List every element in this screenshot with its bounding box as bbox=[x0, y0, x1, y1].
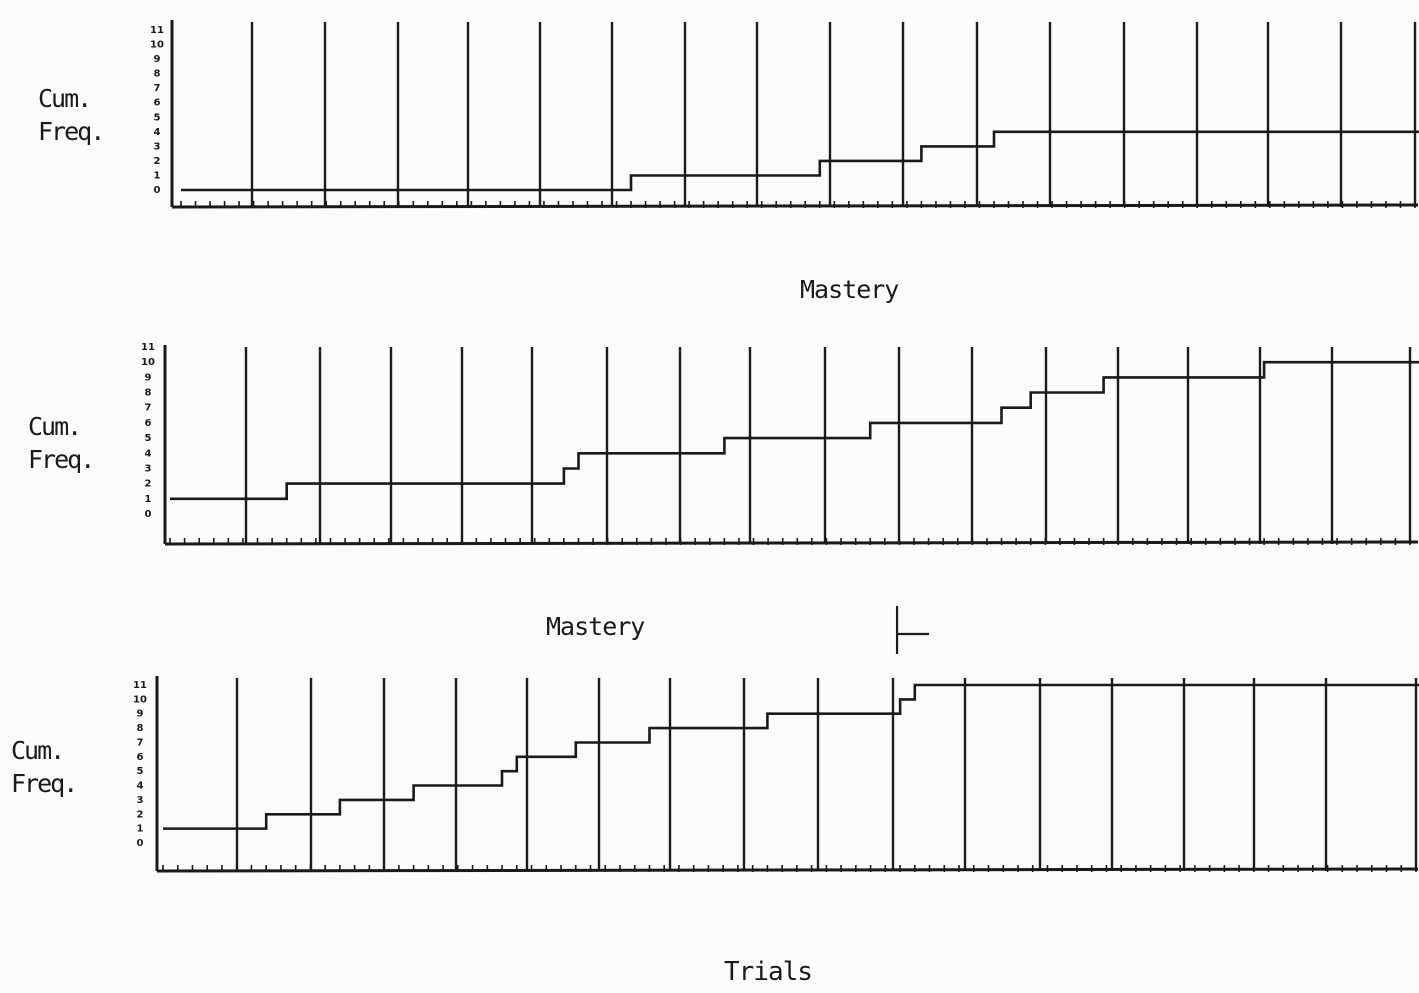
y-tick-label: 5 bbox=[145, 433, 152, 444]
y-label-line-1: Cum. bbox=[38, 84, 92, 113]
x-axis-line bbox=[164, 540, 1419, 546]
y-tick-label: 2 bbox=[145, 479, 152, 490]
y-tick-label: 9 bbox=[154, 54, 161, 65]
y-tick-label: 9 bbox=[145, 372, 152, 383]
y-label-line-1: Cum. bbox=[11, 736, 65, 765]
y-tick-label: 10 bbox=[150, 40, 164, 51]
y-tick-label: 0 bbox=[145, 509, 152, 520]
y-tick-label: 3 bbox=[145, 463, 152, 474]
y-tick-label: 8 bbox=[154, 69, 161, 80]
y-label-line-2: Freq. bbox=[11, 769, 78, 798]
mastery-label-panel-3: Mastery bbox=[546, 612, 645, 641]
x-axis-label: Trials bbox=[724, 957, 813, 987]
y-tick-label: 3 bbox=[137, 795, 144, 806]
y-label-line-2: Freq. bbox=[38, 117, 105, 146]
y-tick-label: 4 bbox=[137, 781, 144, 792]
y-label-line-2: Freq. bbox=[28, 445, 95, 474]
y-tick-label: 1 bbox=[137, 824, 144, 835]
panel-2-y-axis-label: Cum. Freq. bbox=[28, 410, 95, 476]
x-axis-line bbox=[156, 867, 1419, 873]
y-tick-label: 8 bbox=[137, 723, 144, 734]
y-tick-label: 2 bbox=[154, 156, 161, 167]
chart-panel-2: 0 1 2 3 4 5 6 7 8 9 10 11 bbox=[141, 342, 1419, 546]
y-tick-label: 3 bbox=[154, 141, 161, 152]
y-tick-label: 6 bbox=[137, 752, 144, 763]
y-tick-label: 10 bbox=[141, 357, 155, 368]
chart-panel-1: 0 1 2 3 4 5 6 7 8 9 10 11 bbox=[150, 20, 1419, 209]
y-tick-label: 4 bbox=[145, 448, 152, 459]
y-tick-label: 5 bbox=[137, 766, 144, 777]
y-tick-label: 5 bbox=[154, 112, 161, 123]
x-axis-line bbox=[171, 203, 1419, 209]
y-tick-label: 8 bbox=[145, 388, 152, 399]
mastery-label-panel-2: Mastery bbox=[800, 275, 899, 304]
y-tick-label: 7 bbox=[154, 83, 161, 94]
cumulative-frequency-line bbox=[170, 360, 1419, 501]
y-tick-label: 2 bbox=[137, 809, 144, 820]
cumulative-frequency-line bbox=[181, 130, 1419, 192]
y-tick-label: 6 bbox=[145, 418, 152, 429]
y-tick-label: 10 bbox=[133, 694, 147, 705]
y-tick-label: 11 bbox=[141, 342, 155, 353]
y-tick-label: 11 bbox=[150, 25, 164, 36]
y-tick-label: 0 bbox=[154, 185, 161, 196]
y-tick-label: 11 bbox=[133, 680, 147, 691]
chart-panel-3: 0 1 2 3 4 5 6 7 8 9 10 11 bbox=[133, 606, 1419, 873]
cumulative-frequency-line bbox=[163, 683, 1419, 830]
y-tick-label: 6 bbox=[154, 98, 161, 109]
y-tick-label: 1 bbox=[154, 170, 161, 181]
panel-3-y-axis-label: Cum. Freq. bbox=[11, 734, 78, 800]
y-tick-label: 7 bbox=[145, 403, 152, 414]
panel-1-y-axis-label: Cum. Freq. bbox=[38, 82, 105, 148]
y-label-line-1: Cum. bbox=[28, 412, 82, 441]
y-tick-label: 7 bbox=[137, 737, 144, 748]
y-tick-label: 4 bbox=[154, 127, 161, 138]
y-tick-label: 1 bbox=[145, 494, 152, 505]
y-tick-label: 0 bbox=[137, 838, 144, 849]
y-tick-label: 9 bbox=[137, 709, 144, 720]
